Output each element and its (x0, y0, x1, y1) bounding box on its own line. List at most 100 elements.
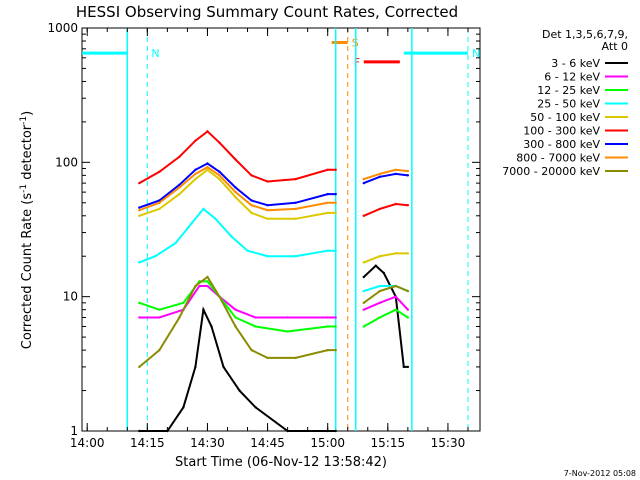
data-point (206, 280, 209, 283)
data-point (326, 211, 329, 215)
data-point (406, 203, 410, 207)
data-point (138, 316, 141, 319)
data-point (194, 365, 197, 369)
data-point (378, 301, 381, 305)
data-point (206, 165, 209, 169)
data-point (362, 301, 365, 305)
data-point (326, 201, 329, 204)
series-line (363, 252, 408, 264)
y-axis-label: Corrected Count Rate (s-1 detector-1) (19, 111, 35, 349)
data-point (218, 170, 221, 174)
data-point (294, 255, 297, 258)
data-point (362, 308, 365, 311)
x-tick-label: 14:15 (130, 436, 165, 450)
data-point (294, 201, 297, 204)
data-point (230, 235, 233, 238)
data-point (334, 211, 337, 215)
data-point (158, 348, 161, 352)
series-line (363, 168, 409, 181)
data-point (394, 284, 398, 288)
data-point (178, 155, 181, 158)
data-point (158, 201, 161, 204)
data-point (334, 192, 337, 196)
data-point (326, 316, 329, 319)
data-point (158, 316, 161, 319)
data-point (266, 255, 269, 258)
data-point (138, 429, 141, 433)
data-point (234, 308, 237, 311)
data-point (234, 186, 237, 189)
data-point (250, 174, 253, 177)
data-point (394, 202, 398, 206)
series-line (363, 264, 408, 368)
data-point (250, 348, 253, 352)
legend-header-detectors: Det 1,3,5,6,7,9, (542, 28, 628, 41)
y-tick-label: 1 (70, 424, 78, 438)
legend-label: 800 - 7000 keV (516, 152, 600, 165)
series-line (138, 275, 336, 368)
data-point (194, 177, 197, 181)
data-point (326, 168, 329, 171)
data-point (326, 325, 329, 328)
data-point (378, 255, 381, 258)
data-point (394, 308, 398, 311)
data-point (266, 209, 269, 212)
x-tick-label: 15:00 (310, 436, 345, 450)
data-point (206, 168, 209, 171)
data-point (178, 183, 181, 187)
legend-label: 300 - 800 keV (523, 138, 600, 151)
data-point (334, 325, 337, 328)
series-line (139, 306, 336, 432)
data-point (334, 429, 337, 433)
chart-title: HESSI Observing Summary Count Rates, Cor… (76, 3, 458, 21)
data-point (234, 158, 237, 161)
interval-label: F (354, 56, 360, 69)
legend-label: 6 - 12 keV (544, 71, 600, 84)
plot-frame (81, 27, 481, 432)
data-point (362, 261, 365, 264)
data-point (214, 217, 217, 220)
data-point (378, 175, 381, 179)
data-point (138, 206, 141, 209)
data-point (266, 203, 269, 207)
interval-label: N (472, 47, 480, 60)
data-point (378, 172, 381, 176)
legend-label: 100 - 300 keV (523, 125, 600, 138)
data-point (190, 222, 193, 225)
data-point (250, 199, 253, 202)
series-line (138, 280, 336, 333)
data-point (378, 289, 381, 293)
legend-label: 3 - 6 keV (551, 57, 600, 70)
data-point (286, 330, 289, 333)
data-point (234, 316, 237, 319)
data-point (218, 177, 221, 181)
data-point (406, 308, 410, 311)
data-point (206, 162, 209, 165)
series-line (139, 285, 336, 319)
data-point (294, 356, 297, 360)
data-point (182, 301, 185, 305)
series-line (138, 168, 336, 220)
data-point (294, 207, 297, 211)
legend-header-attenuator: Att 0 (602, 40, 628, 53)
axes: 14:00 14:15 14:30 14:45 15:00 15:15 15:30 1 10 10… (47, 21, 480, 450)
data-point (362, 325, 365, 328)
data-point (406, 252, 410, 255)
data-point (218, 295, 221, 298)
data-point (374, 264, 377, 267)
series-line (363, 295, 409, 311)
data-point (158, 308, 161, 311)
data-point (362, 214, 365, 217)
data-point (266, 356, 269, 360)
data-point (234, 325, 237, 328)
data-point (334, 168, 337, 171)
data-point (266, 217, 269, 220)
data-point (138, 181, 141, 185)
data-point (198, 284, 201, 288)
series-line (138, 166, 336, 212)
data-point (206, 130, 209, 133)
data-point (138, 261, 141, 264)
data-point (254, 325, 257, 328)
